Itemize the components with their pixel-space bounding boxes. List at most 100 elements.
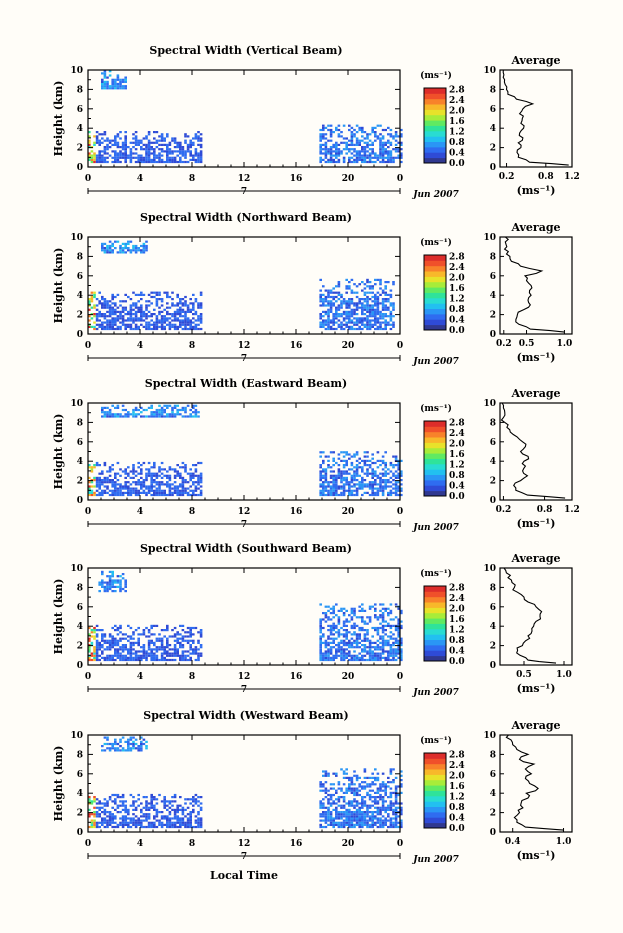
heatmap-cell — [400, 626, 403, 630]
heatmap-cell — [337, 325, 341, 328]
heatmap-cell — [121, 825, 125, 829]
heatmap-cell — [394, 785, 398, 788]
heatmap-cell — [116, 82, 120, 86]
heatmap-cell — [137, 308, 140, 311]
heatmap-cell — [353, 639, 356, 642]
heatmap-cell — [337, 654, 341, 657]
heatmap-cell — [355, 302, 359, 305]
heatmap-cell — [129, 156, 133, 159]
heatmap-cell — [124, 323, 127, 326]
heatmap-cell — [98, 143, 101, 146]
heatmap-cell — [368, 804, 372, 807]
heatmap-cell — [116, 806, 120, 809]
heatmap-cell — [345, 476, 348, 479]
heatmap-cell — [137, 306, 140, 309]
heatmap-cell — [173, 821, 177, 824]
heatmap-cell — [88, 650, 91, 653]
heatmap-cell — [384, 823, 387, 826]
heatmap-cell — [384, 479, 387, 482]
day-label: 7 — [241, 685, 247, 695]
heatmap-cell — [197, 811, 200, 814]
heatmap-cell — [322, 813, 325, 816]
heatmap-cell — [93, 493, 96, 497]
heatmap-cell — [119, 146, 122, 149]
heatmap-cell — [376, 156, 380, 159]
heatmap-cell — [329, 139, 333, 142]
heatmap-cell — [106, 479, 109, 482]
heatmap-cell — [379, 313, 382, 316]
heatmap-cell — [108, 635, 112, 638]
heatmap-cell — [371, 605, 374, 608]
heatmap-cell — [319, 654, 322, 657]
heatmap-cell — [168, 644, 172, 647]
heatmap-cell — [348, 487, 351, 490]
heatmap-cell — [329, 291, 333, 294]
heatmap-cell — [348, 287, 351, 290]
heatmap-cell — [153, 150, 156, 153]
heatmap-cell — [160, 825, 164, 829]
heatmap-cell — [374, 154, 377, 157]
heatmap-cell — [173, 304, 177, 307]
heatmap-cell — [124, 85, 127, 88]
profile-line — [503, 567, 557, 664]
heatmap-cell — [137, 747, 140, 750]
x-tick-label: 4 — [137, 507, 143, 517]
heatmap-cell — [342, 327, 346, 331]
heatmap-cell — [348, 776, 351, 779]
heatmap-cell — [394, 629, 398, 632]
heatmap-cell — [158, 821, 161, 824]
heatmap-cell — [103, 156, 107, 159]
heatmap-cell — [93, 141, 96, 144]
heatmap-cell — [350, 626, 354, 630]
heatmap-cell — [340, 806, 343, 809]
heatmap-cell — [95, 633, 99, 636]
heatmap-cell — [350, 609, 354, 612]
heatmap-cell — [381, 291, 385, 294]
heatmap-cell — [90, 825, 94, 829]
heatmap-cell — [322, 770, 325, 773]
heatmap-cell — [155, 474, 159, 477]
heatmap-cell — [374, 319, 377, 322]
heatmap-cell — [199, 654, 203, 657]
heatmap-cell — [168, 476, 172, 479]
heatmap-cell — [374, 317, 377, 320]
heatmap-cell — [335, 631, 338, 634]
heatmap-cell — [95, 464, 99, 467]
heatmap-cell — [337, 298, 341, 301]
heatmap-cell — [348, 327, 351, 331]
heatmap-cell — [163, 143, 166, 146]
heatmap-cell — [176, 804, 179, 807]
heatmap-cell — [88, 815, 91, 818]
heatmap-cell — [101, 321, 104, 324]
y-tick-label: 0 — [77, 828, 83, 838]
heatmap-cell — [381, 646, 385, 649]
heatmap-cell — [350, 783, 354, 786]
heatmap-cell — [124, 468, 127, 471]
heatmap-cell — [98, 476, 101, 479]
heatmap-cell — [142, 313, 146, 316]
heatmap-cell — [361, 485, 364, 488]
heatmap-cell — [384, 819, 387, 822]
heatmap-cell — [327, 798, 330, 801]
heatmap-cell — [158, 148, 161, 151]
heatmap-cell — [358, 641, 361, 644]
heatmap-cell — [119, 581, 122, 584]
heatmap-cell — [179, 315, 182, 318]
heatmap-cell — [400, 783, 403, 786]
heatmap-cell — [140, 411, 143, 414]
heatmap-cell — [124, 244, 127, 248]
heatmap-cell — [371, 804, 374, 807]
heatmap-cell — [379, 287, 382, 290]
heatmap-cell — [322, 323, 325, 326]
heatmap-cell — [397, 652, 400, 655]
heatmap-cell — [155, 415, 159, 418]
heatmap-cell — [358, 474, 361, 477]
heatmap-cell — [95, 158, 99, 161]
heatmap-cell — [184, 798, 187, 801]
date-label: Jun 2007 — [411, 523, 459, 533]
heatmap-cell — [171, 629, 174, 632]
heatmap-cell — [88, 154, 91, 157]
heatmap-cell — [400, 470, 403, 473]
heatmap-cell — [368, 287, 372, 290]
heatmap-cell — [384, 656, 387, 659]
